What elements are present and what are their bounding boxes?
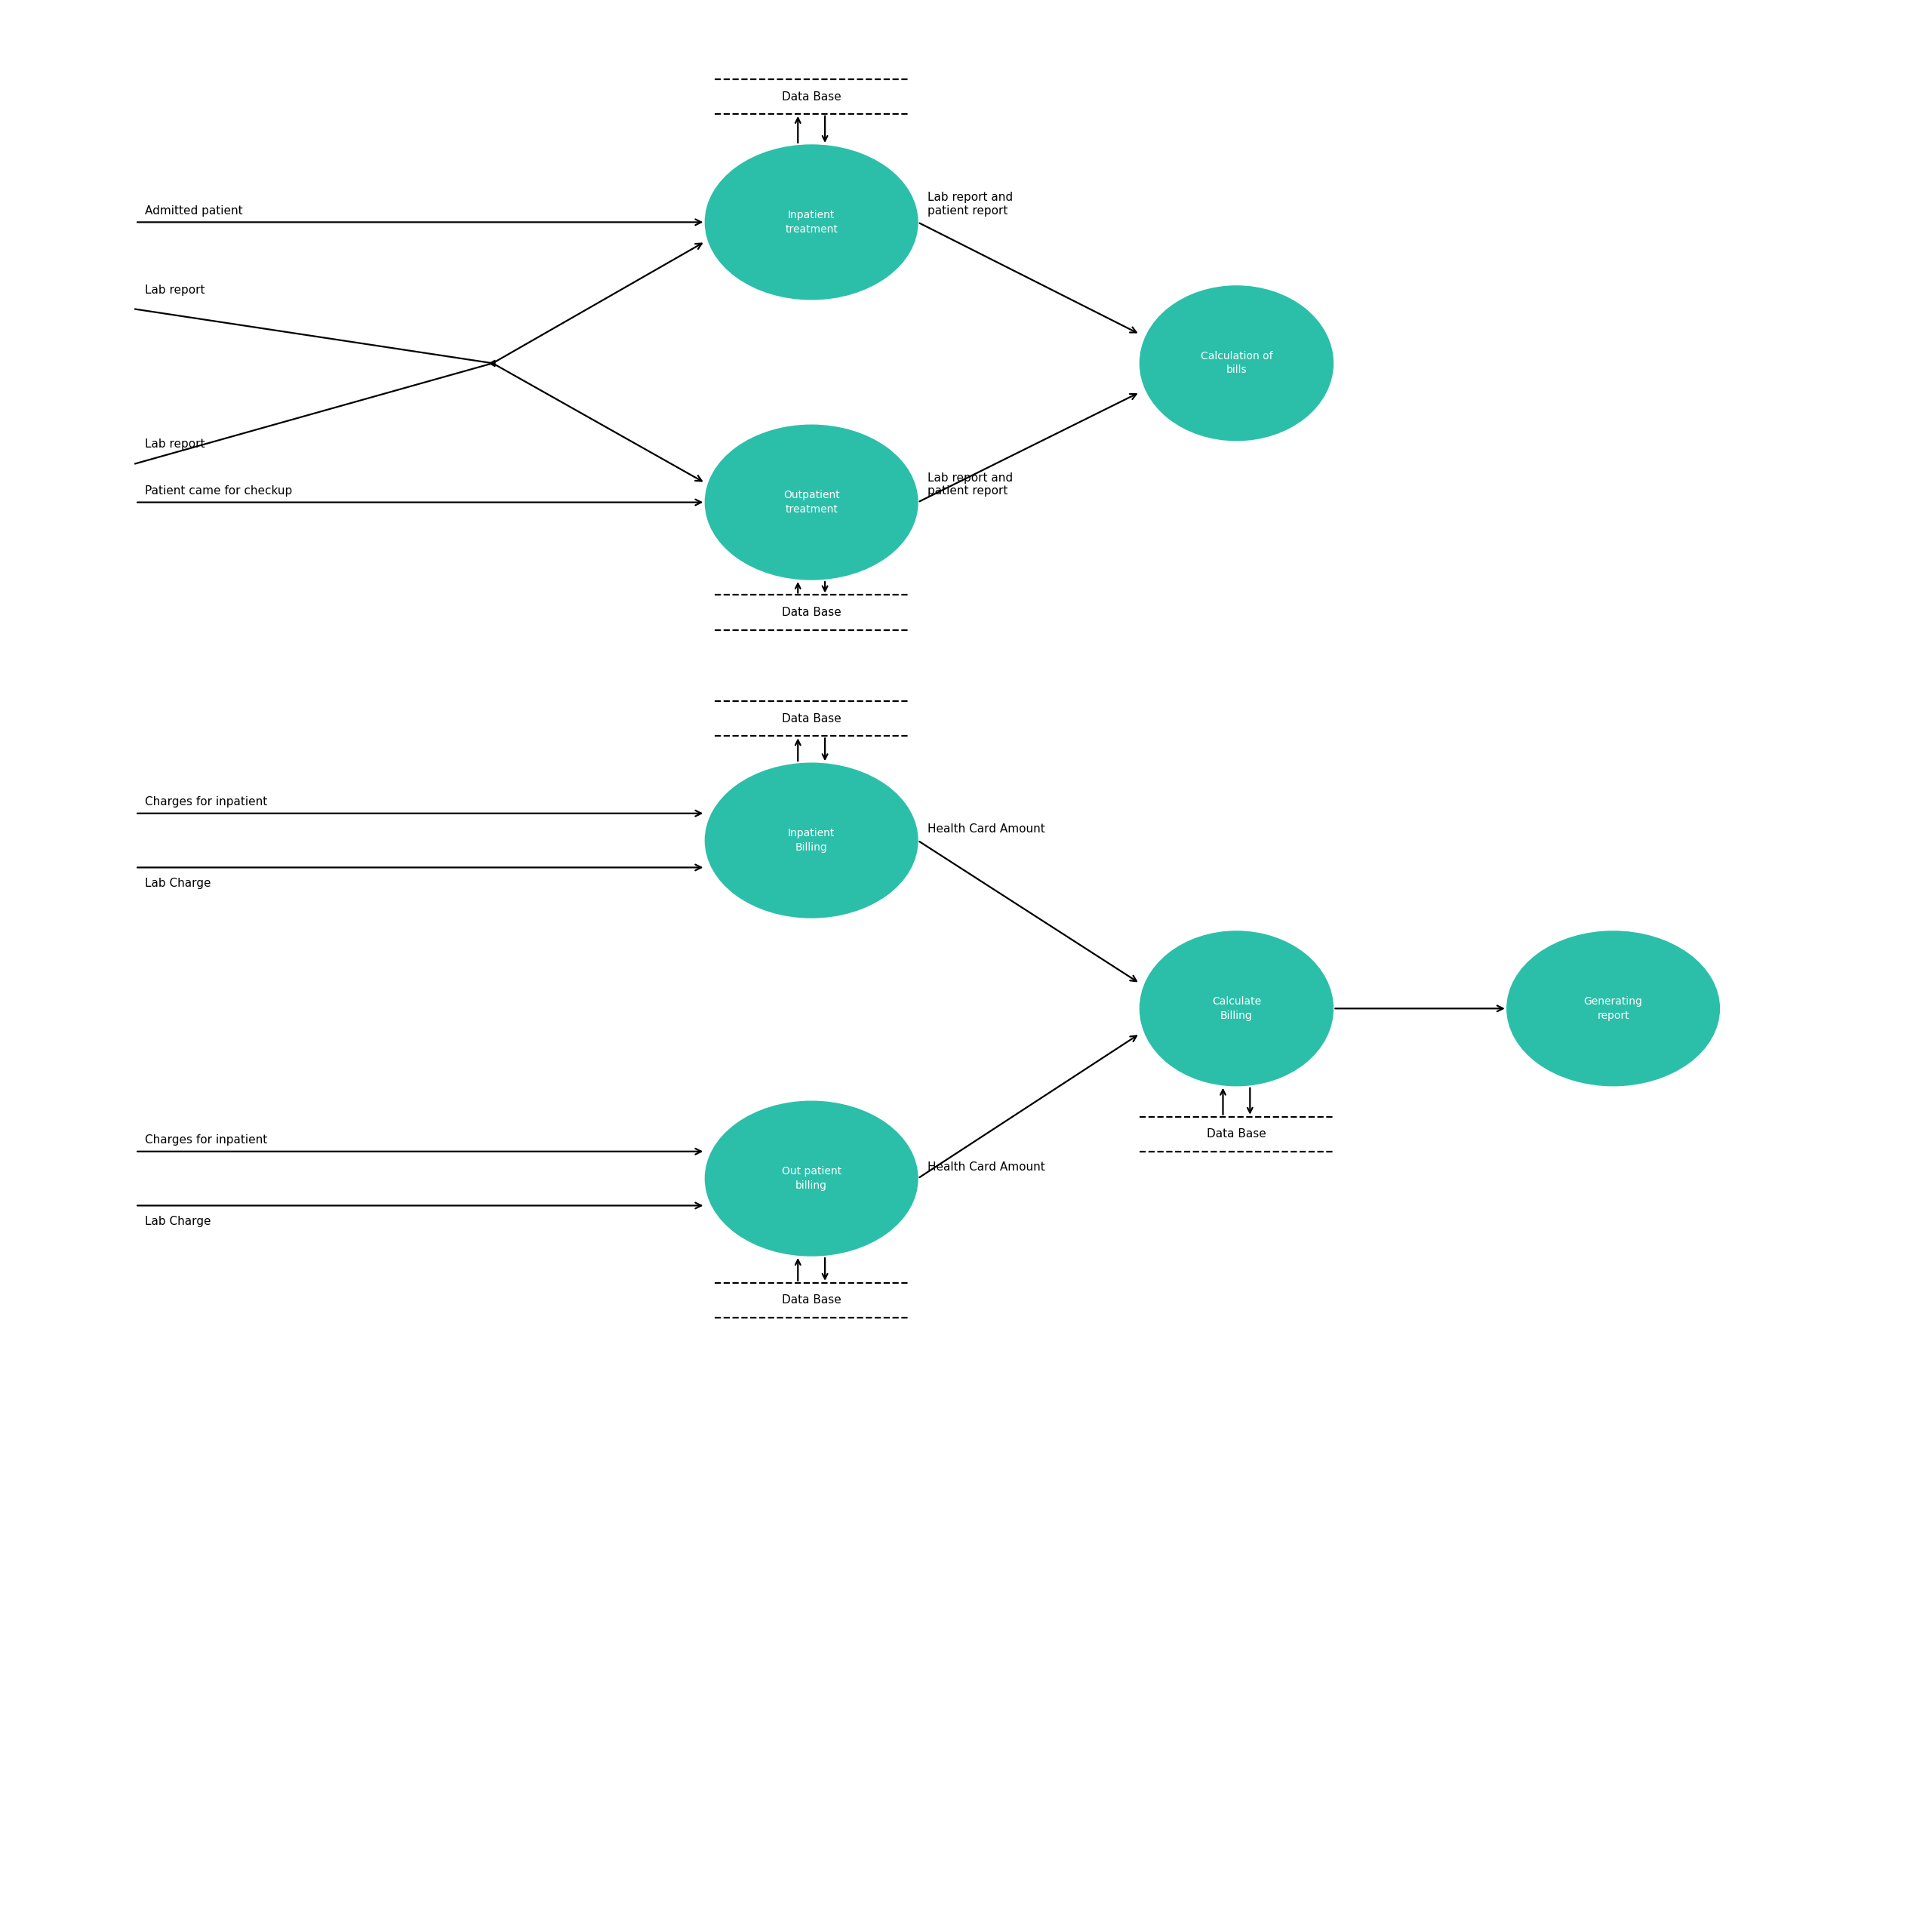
Ellipse shape (705, 145, 918, 299)
Ellipse shape (1140, 931, 1333, 1086)
Text: Health Card Amount: Health Card Amount (927, 823, 1045, 835)
Text: Lab report and
patient report: Lab report and patient report (927, 471, 1012, 497)
Text: Lab Charge: Lab Charge (145, 1215, 211, 1227)
Text: Lab Charge: Lab Charge (145, 877, 211, 889)
Text: Data Base: Data Base (1208, 1128, 1265, 1140)
Text: Lab report: Lab report (145, 439, 205, 450)
Ellipse shape (705, 425, 918, 580)
Text: Charges for inpatient: Charges for inpatient (145, 1134, 267, 1146)
Ellipse shape (1507, 931, 1719, 1086)
Text: Outpatient
treatment: Outpatient treatment (782, 491, 840, 514)
Text: Generating
report: Generating report (1584, 997, 1642, 1020)
Text: Data Base: Data Base (782, 607, 840, 618)
Text: Calculate
Billing: Calculate Billing (1211, 997, 1262, 1020)
Text: Charges for inpatient: Charges for inpatient (145, 796, 267, 808)
Text: Calculation of
bills: Calculation of bills (1200, 352, 1273, 375)
Ellipse shape (705, 1101, 918, 1256)
Text: Lab report and
patient report: Lab report and patient report (927, 191, 1012, 216)
Text: Inpatient
treatment: Inpatient treatment (784, 211, 838, 234)
Text: Lab report: Lab report (145, 284, 205, 296)
Text: Data Base: Data Base (782, 91, 840, 102)
Ellipse shape (705, 763, 918, 918)
Ellipse shape (1140, 286, 1333, 440)
Text: Data Base: Data Base (782, 713, 840, 724)
Text: Health Card Amount: Health Card Amount (927, 1161, 1045, 1173)
Text: Data Base: Data Base (782, 1294, 840, 1306)
Text: Out patient
billing: Out patient billing (782, 1167, 840, 1190)
Text: Admitted patient: Admitted patient (145, 205, 243, 216)
Text: Inpatient
Billing: Inpatient Billing (788, 829, 835, 852)
Text: Patient came for checkup: Patient came for checkup (145, 485, 292, 497)
